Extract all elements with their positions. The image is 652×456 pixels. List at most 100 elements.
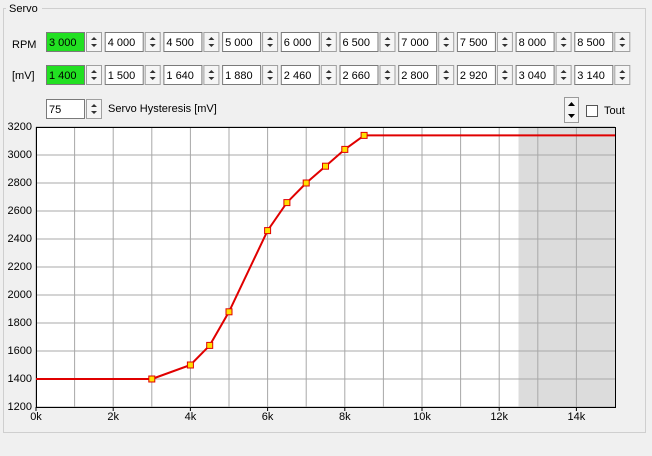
spinner[interactable]	[203, 65, 220, 85]
spinner[interactable]	[86, 32, 102, 52]
x-tick-label: 2k	[107, 411, 119, 423]
text-field[interactable]	[163, 32, 203, 52]
spinner[interactable]	[203, 32, 220, 52]
spinner[interactable]	[262, 65, 279, 85]
text-field[interactable]	[456, 32, 496, 52]
y-tick-label: 2400	[8, 233, 32, 245]
marker[interactable]	[148, 375, 156, 383]
y-tick-label: 1800	[8, 317, 32, 329]
fields: 3 000 4 000 4 500 5 000 6 000 6 500 7 000 7 500…	[46, 32, 631, 119]
spinner-arrows	[208, 37, 215, 47]
spinner-arrows	[149, 37, 156, 47]
field-value: 6 000	[284, 37, 312, 49]
spinner[interactable]	[555, 65, 572, 85]
text-field[interactable]	[515, 65, 555, 85]
y-tick-label: 3200	[8, 121, 32, 133]
spinner-box[interactable]	[564, 97, 579, 123]
field-value: 2 660	[343, 70, 371, 82]
spinner-arrows	[384, 70, 391, 80]
spinner-arrows	[443, 37, 450, 47]
text-field[interactable]	[46, 65, 85, 85]
spinner-arrows	[91, 37, 97, 47]
text-field[interactable]	[46, 32, 85, 52]
spinner[interactable]	[496, 32, 513, 52]
marker[interactable]	[341, 145, 349, 153]
text-field[interactable]	[574, 32, 614, 52]
spinner-arrows	[501, 37, 508, 47]
spinner[interactable]	[144, 32, 161, 52]
x-tick-label: 6k	[262, 411, 274, 423]
field-value: 8 000	[519, 37, 547, 49]
plot-border	[36, 127, 616, 408]
field-value: 8 500	[577, 37, 605, 49]
tout-spinner[interactable]	[564, 97, 579, 123]
marker[interactable]	[360, 131, 368, 139]
marker[interactable]	[225, 308, 233, 316]
text-field[interactable]	[339, 65, 379, 85]
text-field[interactable]	[280, 65, 320, 85]
spinner-arrows	[501, 70, 508, 80]
spinner[interactable]	[496, 65, 513, 85]
checkbox[interactable]	[586, 105, 598, 117]
field-value: 1 880	[225, 70, 253, 82]
spinner-arrows	[325, 70, 332, 80]
text-field[interactable]	[398, 65, 438, 85]
field-value: 1 500	[108, 70, 136, 82]
text-field[interactable]	[515, 32, 555, 52]
spinner[interactable]	[614, 65, 631, 85]
spinner-arrows	[267, 70, 274, 80]
spinner[interactable]	[379, 65, 396, 85]
x-tick-label: 14k	[568, 411, 586, 423]
text-field[interactable]	[163, 65, 203, 85]
text-field[interactable]	[104, 65, 144, 85]
field-value: 2 800	[401, 70, 429, 82]
text-field[interactable]	[280, 32, 320, 52]
text-field[interactable]	[456, 65, 496, 85]
spinner-arrows	[325, 37, 332, 47]
field-value: 3 040	[519, 70, 547, 82]
spinner[interactable]	[438, 32, 455, 52]
spinner[interactable]	[320, 65, 337, 85]
spinner[interactable]	[438, 65, 455, 85]
marker[interactable]	[302, 179, 310, 187]
spinner[interactable]	[555, 32, 572, 52]
y-tick-label: 2800	[8, 177, 32, 189]
text-field[interactable]	[46, 99, 85, 119]
text-field[interactable]	[222, 32, 262, 52]
text-field[interactable]	[222, 65, 262, 85]
y-tick-label: 3000	[8, 149, 32, 161]
spinner[interactable]	[86, 99, 102, 119]
field-value: 2 920	[460, 70, 488, 82]
field-value: 6 500	[343, 37, 371, 49]
x-tick-label: 12k	[490, 411, 508, 423]
text-field[interactable]	[339, 32, 379, 52]
spinner[interactable]	[379, 32, 396, 52]
text-field[interactable]	[104, 32, 144, 52]
spinner-arrows	[208, 70, 215, 80]
spinner[interactable]	[262, 32, 279, 52]
marker[interactable]	[264, 227, 272, 235]
group-title: Servo	[9, 3, 38, 15]
marker[interactable]	[206, 341, 214, 349]
spinner-arrows	[267, 37, 274, 47]
spinner-arrows	[560, 37, 567, 47]
marker[interactable]	[186, 361, 194, 369]
text-field[interactable]	[574, 65, 614, 85]
marker[interactable]	[322, 162, 329, 170]
text-field[interactable]	[398, 32, 438, 52]
line	[151, 134, 365, 380]
x-tick-label: 10k	[413, 411, 431, 423]
y-tick-label: 2200	[8, 261, 32, 273]
spinner[interactable]	[144, 65, 161, 85]
spinner[interactable]	[86, 65, 102, 85]
spinner-arrows	[619, 70, 626, 80]
spinner-arrows	[443, 70, 450, 80]
spinner[interactable]	[614, 32, 631, 52]
spinner-arrows	[91, 104, 97, 114]
tout-label: Tout	[604, 105, 625, 117]
spinner[interactable]	[320, 32, 337, 52]
marker[interactable]	[283, 199, 291, 207]
y-tick-label: 1200	[8, 401, 32, 413]
